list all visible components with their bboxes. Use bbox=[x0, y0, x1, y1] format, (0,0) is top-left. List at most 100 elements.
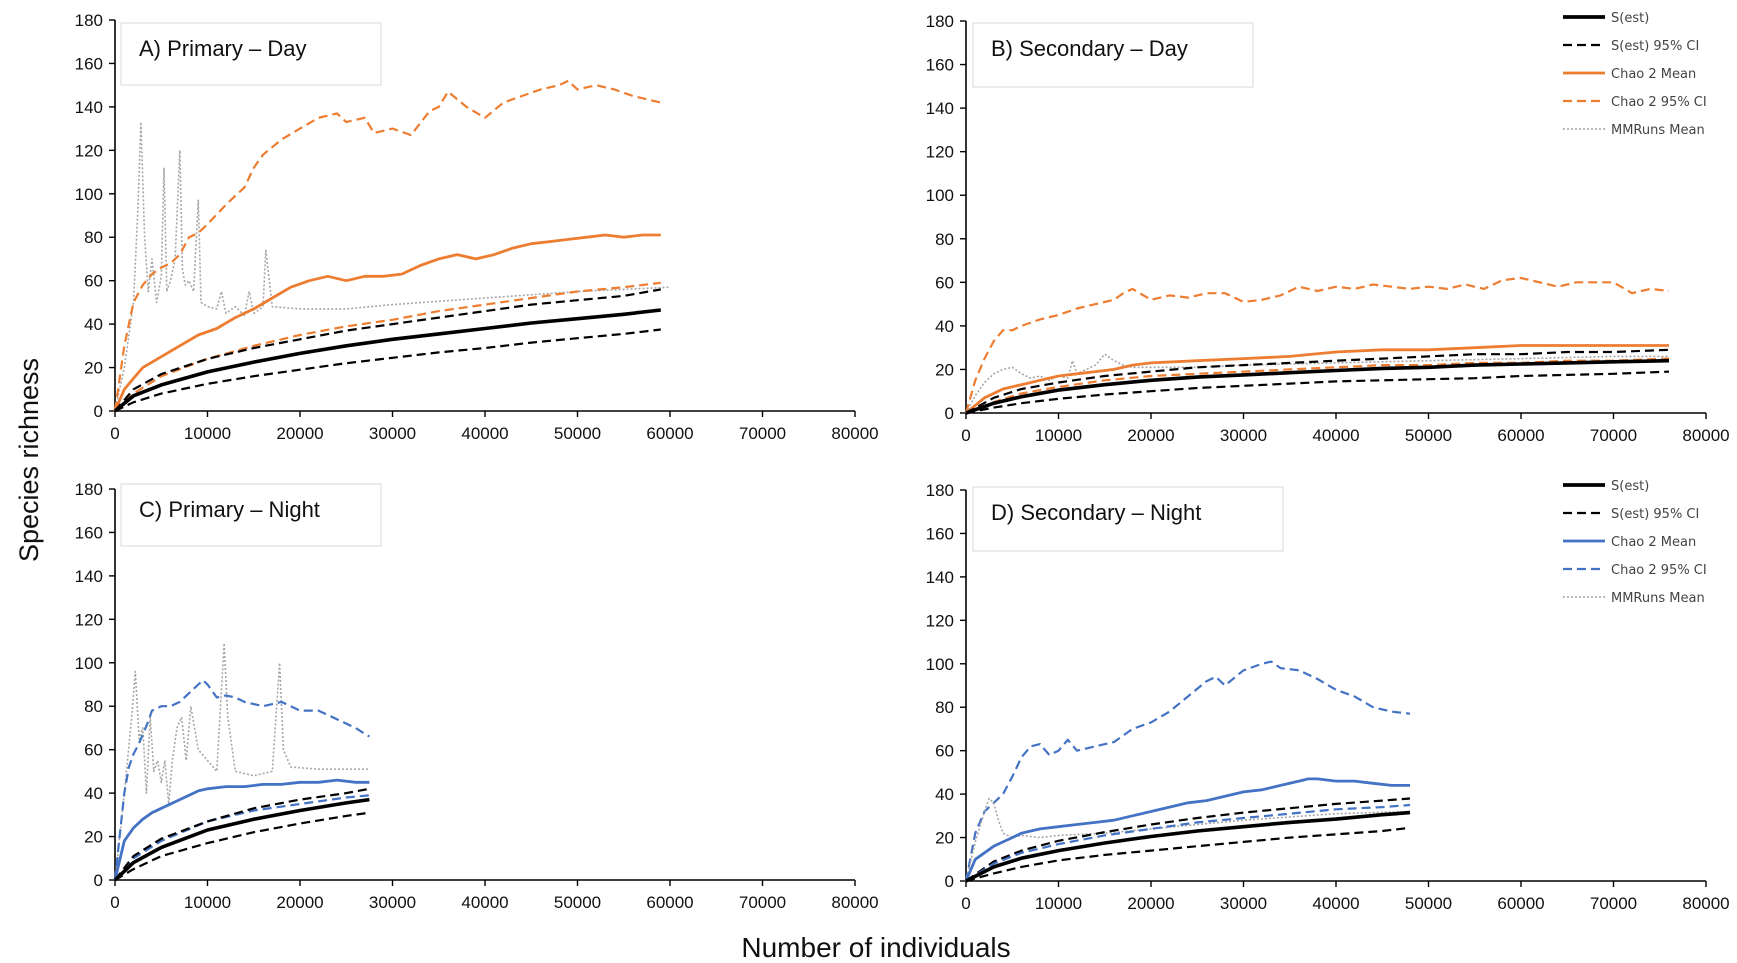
x-tick-label: 80000 bbox=[1682, 894, 1729, 913]
y-tick-label: 60 bbox=[935, 742, 954, 761]
y-tick-label: 160 bbox=[75, 523, 103, 542]
x-tick-label: 50000 bbox=[554, 424, 601, 443]
panel-title-box bbox=[972, 486, 1284, 552]
series-sest-ci-low bbox=[965, 826, 1411, 883]
legend-label: Chao 2 95% CI bbox=[1611, 563, 1707, 578]
x-tick-label: 40000 bbox=[461, 893, 508, 912]
y-tick-label: 140 bbox=[75, 567, 103, 586]
y-tick-label: 160 bbox=[75, 54, 103, 73]
y-tick-label: 80 bbox=[84, 228, 103, 247]
y-tick-label: 60 bbox=[84, 272, 103, 291]
panel-title: B) Secondary – Day bbox=[991, 36, 1188, 61]
x-tick-label: 50000 bbox=[554, 893, 601, 912]
chart-panel-b: B) Secondary – Day 0 20 40 60 80 100 120 140 160 1… bbox=[926, 11, 1730, 445]
chart-legend: S(est) S(est) 95% CI Chao 2 Mean Chao 2 95%… bbox=[1563, 11, 1707, 138]
series-chao-ci-high bbox=[113, 79, 662, 412]
y-tick-label: 120 bbox=[75, 610, 103, 629]
y-tick-label: 120 bbox=[926, 611, 954, 630]
y-tick-label: 20 bbox=[935, 360, 954, 379]
series-sest-ci-high bbox=[965, 348, 1670, 414]
y-tick-label: 0 bbox=[94, 871, 103, 890]
panel-title: C) Primary – Night bbox=[139, 497, 320, 522]
x-tick-label: 30000 bbox=[1220, 894, 1267, 913]
chart-panel-d: D) Secondary – Night 0 20 40 60 80 100 120 140 16… bbox=[926, 479, 1730, 913]
legend-label: S(est) bbox=[1611, 479, 1649, 494]
x-tick-label: 70000 bbox=[739, 893, 786, 912]
series-chao-mean bbox=[964, 777, 1410, 882]
panel-title-box bbox=[120, 22, 382, 86]
y-tick-label: 40 bbox=[84, 315, 103, 334]
x-tick-label: 10000 bbox=[184, 424, 231, 443]
series-sest-ci-low bbox=[965, 370, 1670, 415]
y-tick-label: 40 bbox=[935, 317, 954, 336]
chart-panel-c: C) Primary – Night 0 20 40 60 80 100 120 140 160 1… bbox=[75, 480, 879, 912]
y-tick-label: 100 bbox=[75, 185, 103, 204]
x-tick-label: 70000 bbox=[1590, 426, 1637, 445]
x-tick-label: 30000 bbox=[369, 893, 416, 912]
y-tick-label: 120 bbox=[75, 141, 103, 160]
x-tick-label: 10000 bbox=[1035, 426, 1082, 445]
y-tick-label: 20 bbox=[935, 829, 954, 848]
legend-label: S(est) bbox=[1611, 11, 1649, 26]
y-tick-label: 80 bbox=[935, 230, 954, 249]
x-tick-label: 0 bbox=[110, 893, 119, 912]
panel-title-box bbox=[120, 483, 382, 547]
x-tick-label: 80000 bbox=[831, 424, 878, 443]
series-chao-ci-low bbox=[114, 281, 661, 412]
x-tick-label: 20000 bbox=[1127, 426, 1174, 445]
x-tick-label: 70000 bbox=[1590, 894, 1637, 913]
y-tick-label: 160 bbox=[926, 524, 954, 543]
panel-title: A) Primary – Day bbox=[139, 36, 306, 61]
series-mmruns bbox=[114, 121, 671, 412]
series-chao-ci-high bbox=[964, 660, 1411, 882]
legend-label: MMRuns Mean bbox=[1611, 123, 1705, 138]
x-tick-label: 40000 bbox=[1312, 894, 1359, 913]
series-chao-ci-low bbox=[114, 794, 370, 881]
series-sest bbox=[113, 308, 662, 413]
x-tick-label: 60000 bbox=[646, 893, 693, 912]
y-tick-label: 20 bbox=[84, 359, 103, 378]
series-sest-ci-low bbox=[114, 328, 661, 412]
y-tick-label: 80 bbox=[935, 698, 954, 717]
series-chao-mean bbox=[113, 233, 661, 412]
series-chao-ci-low bbox=[965, 803, 1411, 882]
legend-label: S(est) 95% CI bbox=[1611, 507, 1699, 522]
chart-legend: S(est) S(est) 95% CI Chao 2 Mean Chao 2 95%… bbox=[1563, 479, 1707, 606]
y-tick-label: 100 bbox=[75, 654, 103, 673]
x-tick-label: 60000 bbox=[1497, 894, 1544, 913]
x-tick-label: 10000 bbox=[184, 893, 231, 912]
y-tick-label: 0 bbox=[94, 402, 103, 421]
y-tick-label: 140 bbox=[926, 568, 954, 587]
x-tick-label: 80000 bbox=[831, 893, 878, 912]
y-tick-label: 60 bbox=[935, 273, 954, 292]
series-chao-mean bbox=[965, 344, 1669, 415]
y-tick-label: 160 bbox=[926, 56, 954, 75]
y-tick-label: 180 bbox=[926, 481, 954, 500]
legend-label: Chao 2 Mean bbox=[1611, 535, 1696, 550]
series-sest-ci-high bbox=[114, 787, 370, 881]
panel-title-box bbox=[972, 22, 1254, 88]
x-tick-label: 0 bbox=[110, 424, 119, 443]
series-sest bbox=[113, 797, 370, 882]
legend-label: Chao 2 Mean bbox=[1611, 67, 1696, 82]
legend-label: MMRuns Mean bbox=[1611, 591, 1705, 606]
x-tick-label: 50000 bbox=[1405, 894, 1452, 913]
y-axis-title: Species richness bbox=[14, 358, 44, 562]
series-sest bbox=[965, 358, 1670, 415]
x-tick-label: 60000 bbox=[646, 424, 693, 443]
x-tick-label: 0 bbox=[961, 894, 970, 913]
series-sest-ci-high bbox=[114, 288, 661, 412]
y-tick-label: 140 bbox=[75, 98, 103, 117]
x-tick-label: 40000 bbox=[461, 424, 508, 443]
y-tick-label: 80 bbox=[84, 697, 103, 716]
x-tick-label: 20000 bbox=[1127, 894, 1174, 913]
x-tick-label: 20000 bbox=[276, 424, 323, 443]
chart-panel-a: A) Primary – Day 0 20 40 60 80 100 120 140 160 180… bbox=[75, 11, 879, 443]
x-tick-label: 60000 bbox=[1497, 426, 1544, 445]
series-sest-ci-high bbox=[965, 797, 1411, 882]
y-tick-label: 0 bbox=[945, 404, 954, 423]
legend-label: S(est) 95% CI bbox=[1611, 39, 1699, 54]
y-tick-label: 140 bbox=[926, 99, 954, 118]
x-tick-label: 0 bbox=[961, 426, 970, 445]
